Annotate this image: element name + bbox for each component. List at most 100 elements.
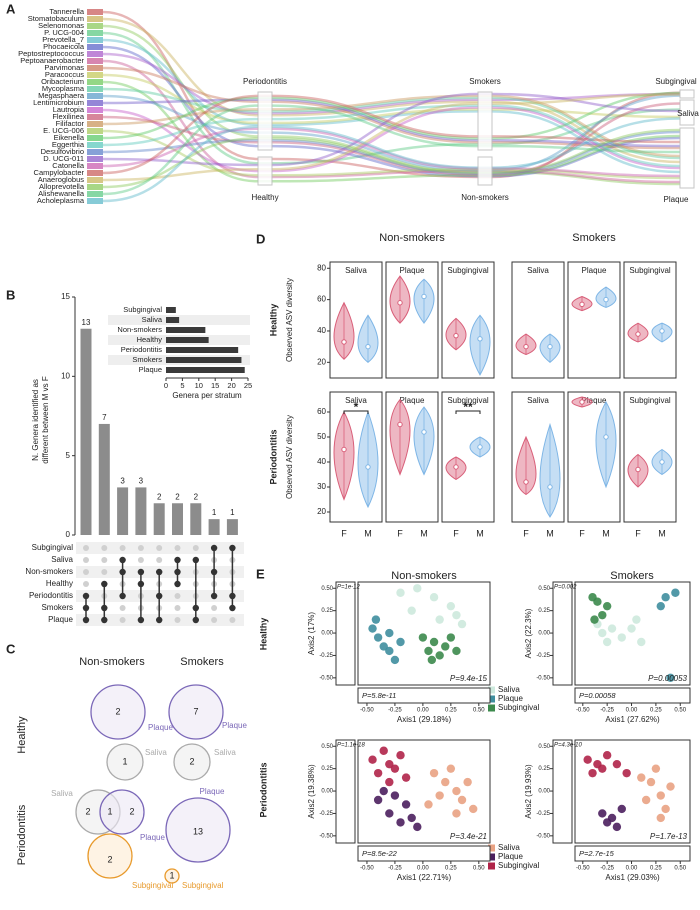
genus-label: Peptostreptococcus xyxy=(18,49,84,58)
point xyxy=(446,764,456,773)
x-tick-label: F xyxy=(523,528,529,538)
value-label: 3 xyxy=(120,477,125,486)
median xyxy=(603,434,609,440)
point xyxy=(612,822,622,832)
facet-title: Plaque xyxy=(582,266,607,275)
genus-label: Mycoplasma xyxy=(42,84,85,93)
matrix-dot-off xyxy=(101,569,108,575)
genus-bar xyxy=(87,51,103,57)
x-tick-label: 0.25 xyxy=(445,866,457,872)
y-tick-label: -0.25 xyxy=(319,653,333,659)
y-tick-label: 30 xyxy=(317,482,326,491)
point xyxy=(424,800,433,809)
node-label: Non-smokers xyxy=(461,193,509,202)
point xyxy=(602,751,612,760)
p-value: P=3.4e-21 xyxy=(450,832,487,841)
point xyxy=(373,768,383,778)
matrix-dot-off xyxy=(119,545,126,551)
x-tick-label: 0.25 xyxy=(650,866,662,872)
row-title: Periodontitis xyxy=(16,804,28,865)
inset-axis-label: Genera per stratum xyxy=(172,391,242,400)
genus-bar xyxy=(87,170,103,176)
point xyxy=(452,809,461,818)
inset-bar xyxy=(166,327,206,333)
genus-label: Paracoccus xyxy=(45,70,84,79)
p-value: P=0.00053 xyxy=(648,674,687,683)
point xyxy=(632,615,641,624)
matrix-dot-off xyxy=(156,545,163,551)
facet-title: Saliva xyxy=(345,266,367,275)
facet-title: Saliva xyxy=(345,396,367,405)
genus-bar xyxy=(87,191,103,197)
y-tick-label: 80 xyxy=(317,263,326,272)
bar xyxy=(153,503,165,535)
flow xyxy=(102,87,681,160)
bottom-strip xyxy=(574,687,691,704)
p-value: P=2.7e-15 xyxy=(579,849,615,858)
bar xyxy=(98,423,110,535)
genus-label: Alishewanella xyxy=(38,189,85,198)
point xyxy=(379,642,388,651)
genus-label: Desulfovibrio xyxy=(41,147,84,156)
point xyxy=(424,646,433,656)
point xyxy=(373,633,383,642)
matrix-dot xyxy=(137,580,145,588)
matrix-dot-off xyxy=(174,545,181,551)
point xyxy=(435,651,444,660)
venn-count: 2 xyxy=(129,806,134,816)
point xyxy=(401,773,411,782)
node xyxy=(257,156,273,186)
venn-count: 2 xyxy=(189,756,194,766)
y-tick-label: -0.50 xyxy=(536,675,550,681)
point xyxy=(627,624,636,633)
genus-label: Flexilinea xyxy=(52,112,85,121)
legend-swatch xyxy=(488,695,495,703)
point xyxy=(385,809,394,818)
flow xyxy=(102,98,681,148)
matrix-dot xyxy=(174,568,181,576)
genus-label: Prevotella_7 xyxy=(42,35,84,44)
point xyxy=(396,751,405,760)
point xyxy=(617,633,626,642)
point xyxy=(368,624,377,633)
x-tick-label: -0.25 xyxy=(388,866,402,872)
facet-title: Subgingival xyxy=(447,396,489,405)
inset-label: Non-smokers xyxy=(117,325,162,334)
point xyxy=(656,813,665,823)
x-axis-label: Axis1 (29.18%) xyxy=(397,715,452,724)
genus-label: Eggerthia xyxy=(52,140,85,149)
median xyxy=(365,464,371,470)
y-tick-label: 40 xyxy=(317,457,326,466)
inset-tick-label: 0 xyxy=(164,381,168,390)
median xyxy=(453,332,459,339)
flow xyxy=(102,24,681,186)
point xyxy=(590,615,599,624)
genus-bar xyxy=(87,30,103,36)
facet-title: Saliva xyxy=(527,266,549,275)
value-label: 7 xyxy=(102,413,107,422)
median xyxy=(579,301,585,308)
y-tick-label: 0.25 xyxy=(538,766,550,772)
venn-count: 2 xyxy=(107,854,112,864)
legend-swatch xyxy=(488,844,495,852)
flow xyxy=(102,106,681,173)
flow xyxy=(102,104,681,196)
y-tick-label: -0.50 xyxy=(536,833,550,839)
venn-label: Saliva xyxy=(145,748,167,757)
point xyxy=(588,768,597,778)
node-label: Plaque xyxy=(664,195,689,204)
legend-label: Saliva xyxy=(498,843,520,852)
x-tick-label: F xyxy=(397,528,403,538)
inset-tick-label: 25 xyxy=(244,381,252,390)
x-tick-label: -0.50 xyxy=(576,708,590,714)
median xyxy=(365,343,371,350)
venn-set xyxy=(168,684,224,740)
flow xyxy=(102,94,681,175)
y-tick-label: 0 xyxy=(66,530,71,539)
matrix-dot xyxy=(101,604,108,612)
value-label: 13 xyxy=(82,318,91,327)
genus-bar xyxy=(87,121,103,127)
point xyxy=(371,615,381,624)
venn-count: 7 xyxy=(193,706,198,716)
point xyxy=(446,601,456,611)
